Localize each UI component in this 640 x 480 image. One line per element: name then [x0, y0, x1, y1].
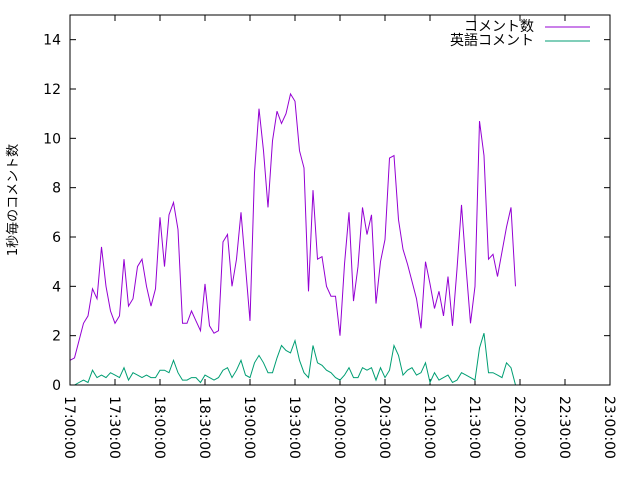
plot-frame [69, 14, 611, 386]
series-line-0 [69, 92, 516, 361]
legend-label-0: コメント数 [464, 19, 534, 35]
series-line-1 [70, 333, 516, 386]
y-tick-label-2: 4 [52, 279, 61, 295]
y-tick-label-6: 12 [43, 82, 61, 98]
x-tick-label-5: 19:30:00 [286, 396, 302, 459]
x-tick-label-3: 18:30:00 [196, 396, 212, 459]
y-tick-label-3: 6 [52, 230, 61, 246]
x-tick-label-1: 17:30:00 [106, 396, 122, 459]
x-tick-label-6: 20:00:00 [331, 396, 347, 459]
y-axis-label: 1秒毎のコメント数 [5, 144, 21, 256]
legend-label-1: 英語コメント [450, 32, 534, 49]
x-tick-label-9: 21:30:00 [466, 396, 482, 459]
x-tick-label-11: 22:30:00 [556, 396, 572, 459]
x-tick-label-10: 22:00:00 [511, 396, 527, 459]
x-tick-label-4: 19:00:00 [241, 396, 257, 459]
y-tick-label-0: 0 [52, 378, 61, 394]
x-tick-label-8: 21:00:00 [421, 396, 437, 459]
axis-ticks [69, 15, 611, 386]
y-tick-label-5: 10 [43, 131, 61, 147]
x-tick-label-2: 18:00:00 [151, 396, 167, 459]
y-tick-label-7: 14 [43, 33, 61, 49]
x-tick-label-0: 17:00:00 [61, 396, 77, 459]
x-tick-label-7: 20:30:00 [376, 396, 392, 459]
y-tick-label-4: 8 [52, 181, 61, 197]
x-tick-labels: 17:00:00 17:30:00 18:00:00 18:30:00 19:00:00… [61, 396, 617, 459]
y-tick-label-1: 2 [52, 329, 61, 345]
y-tick-labels: 0 2 4 6 8 10 12 14 [43, 33, 61, 394]
x-tick-label-12: 23:00:00 [601, 396, 617, 459]
series-lines [69, 92, 516, 386]
